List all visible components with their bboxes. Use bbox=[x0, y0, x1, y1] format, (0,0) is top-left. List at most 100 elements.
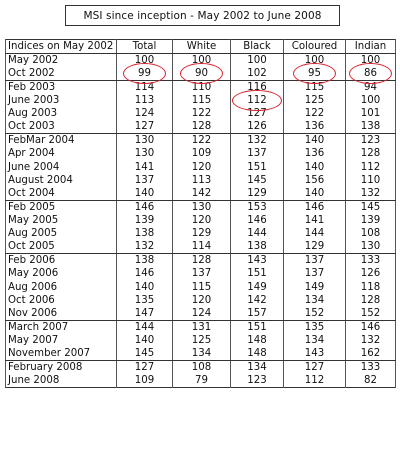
cell-total: 140 bbox=[116, 186, 173, 201]
cell-coloured: 136 bbox=[283, 120, 346, 135]
cell-indian: 133 bbox=[345, 360, 396, 375]
table-row: Feb 2006 138 128 143 137 133 bbox=[5, 253, 396, 268]
row-label: FebMar 2004 bbox=[5, 133, 117, 148]
cell-coloured: 144 bbox=[283, 227, 346, 241]
circled-value: 86 bbox=[349, 63, 392, 84]
cell-black: 102 bbox=[230, 67, 284, 81]
cell-indian: 152 bbox=[345, 306, 396, 321]
row-label: March 2007 bbox=[5, 320, 117, 334]
cell-white: 120 bbox=[172, 293, 231, 307]
cell-black: 151 bbox=[230, 160, 284, 174]
cell-white: 120 bbox=[172, 213, 231, 228]
circled-value: 95 bbox=[293, 63, 336, 84]
table-row: June 2003 113 115 112 125 100 bbox=[5, 90, 396, 112]
cell-indian: 139 bbox=[345, 213, 396, 228]
cell-coloured: 122 bbox=[283, 107, 346, 121]
cell-total: 130 bbox=[116, 133, 173, 148]
row-label: May 2007 bbox=[5, 333, 117, 348]
cell-white: 122 bbox=[172, 133, 231, 148]
row-label: Aug 2005 bbox=[5, 227, 117, 241]
header-row: Indices on May 2002 Total White Black Co… bbox=[5, 39, 396, 54]
row-label: June 2003 bbox=[5, 94, 117, 108]
row-label: Feb 2005 bbox=[5, 200, 117, 214]
row-label: Feb 2003 bbox=[5, 80, 117, 94]
cell-indian: 101 bbox=[345, 107, 396, 121]
row-label: Oct 2006 bbox=[5, 293, 117, 307]
cell-coloured: 141 bbox=[283, 213, 346, 228]
cell-white: 115 bbox=[172, 280, 231, 294]
cell-coloured: 95 bbox=[283, 63, 346, 84]
table-row: May 2002 100 100 100 100 100 bbox=[5, 53, 396, 67]
cell-coloured: 146 bbox=[283, 200, 346, 214]
cell-total: 130 bbox=[116, 147, 173, 161]
cell-black: 129 bbox=[230, 186, 284, 201]
table-row: June 2008 109 79 123 112 82 bbox=[5, 374, 396, 388]
table-row: May 2007 140 125 148 134 132 bbox=[5, 333, 396, 348]
cell-coloured: 112 bbox=[283, 374, 346, 388]
table-title: MSI since inception - May 2002 to June 2… bbox=[65, 5, 340, 26]
cell-total: 135 bbox=[116, 293, 173, 307]
cell-coloured: 152 bbox=[283, 306, 346, 321]
row-label: August 2004 bbox=[5, 173, 117, 187]
row-label: Nov 2006 bbox=[5, 306, 117, 321]
table-row: Apr 2004 130 109 137 136 128 bbox=[5, 147, 396, 161]
cell-total: 132 bbox=[116, 240, 173, 255]
cell-indian: 100 bbox=[345, 53, 396, 67]
cell-indian: 86 bbox=[345, 63, 396, 84]
cell-total: 138 bbox=[116, 253, 173, 268]
msi-table: Indices on May 2002 Total White Black Co… bbox=[5, 39, 396, 389]
table-row: Oct 2006 135 120 142 134 128 bbox=[5, 293, 396, 307]
cell-total: 137 bbox=[116, 173, 173, 187]
cell-coloured: 140 bbox=[283, 160, 346, 174]
cell-coloured: 135 bbox=[283, 320, 346, 334]
cell-total: 99 bbox=[116, 63, 173, 84]
header-coloured: Coloured bbox=[283, 39, 346, 54]
header-indices: Indices on May 2002 bbox=[5, 39, 117, 54]
cell-white: 128 bbox=[172, 120, 231, 135]
cell-white: 113 bbox=[172, 173, 231, 187]
cell-total: 147 bbox=[116, 306, 173, 321]
cell-white: 134 bbox=[172, 347, 231, 362]
cell-coloured: 137 bbox=[283, 267, 346, 281]
header-indian: Indian bbox=[345, 39, 396, 54]
cell-indian: 146 bbox=[345, 320, 396, 334]
cell-white: 108 bbox=[172, 360, 231, 375]
row-label: Oct 2003 bbox=[5, 120, 117, 135]
cell-total: 109 bbox=[116, 374, 173, 388]
cell-indian: 162 bbox=[345, 347, 396, 362]
cell-total: 140 bbox=[116, 280, 173, 294]
cell-indian: 126 bbox=[345, 267, 396, 281]
table-row: Feb 2005 146 130 153 146 145 bbox=[5, 200, 396, 214]
circled-value: 90 bbox=[180, 63, 223, 84]
table-row: Oct 2005 132 114 138 129 130 bbox=[5, 240, 396, 255]
cell-indian: 132 bbox=[345, 186, 396, 201]
table-row: Aug 2006 140 115 149 149 118 bbox=[5, 280, 396, 294]
table-row: May 2005 139 120 146 141 139 bbox=[5, 213, 396, 228]
cell-coloured: 140 bbox=[283, 186, 346, 201]
cell-black: 151 bbox=[230, 320, 284, 334]
table-row: Nov 2006 147 124 157 152 152 bbox=[5, 306, 396, 321]
cell-total: 140 bbox=[116, 333, 173, 348]
cell-coloured: 127 bbox=[283, 360, 346, 375]
table-row: Aug 2005 138 129 144 144 108 bbox=[5, 227, 396, 241]
row-label: May 2002 bbox=[5, 53, 117, 67]
table-row: June 2004 141 120 151 140 112 bbox=[5, 160, 396, 174]
cell-white: 131 bbox=[172, 320, 231, 334]
cell-indian: 123 bbox=[345, 133, 396, 148]
row-label: June 2004 bbox=[5, 160, 117, 174]
cell-total: 113 bbox=[116, 94, 173, 108]
cell-indian: 82 bbox=[345, 374, 396, 388]
cell-black: 149 bbox=[230, 280, 284, 294]
cell-black: 123 bbox=[230, 374, 284, 388]
cell-black: 100 bbox=[230, 53, 284, 67]
table-body: May 2002 100 100 100 100 100 Oct 2002 99 90 102 95… bbox=[5, 53, 396, 388]
cell-black: 134 bbox=[230, 360, 284, 375]
cell-indian: 132 bbox=[345, 333, 396, 348]
cell-indian: 110 bbox=[345, 173, 396, 187]
cell-indian: 108 bbox=[345, 227, 396, 241]
cell-black: 153 bbox=[230, 200, 284, 214]
cell-total: 146 bbox=[116, 267, 173, 281]
cell-indian: 112 bbox=[345, 160, 396, 174]
cell-black: 144 bbox=[230, 227, 284, 241]
cell-coloured: 134 bbox=[283, 293, 346, 307]
